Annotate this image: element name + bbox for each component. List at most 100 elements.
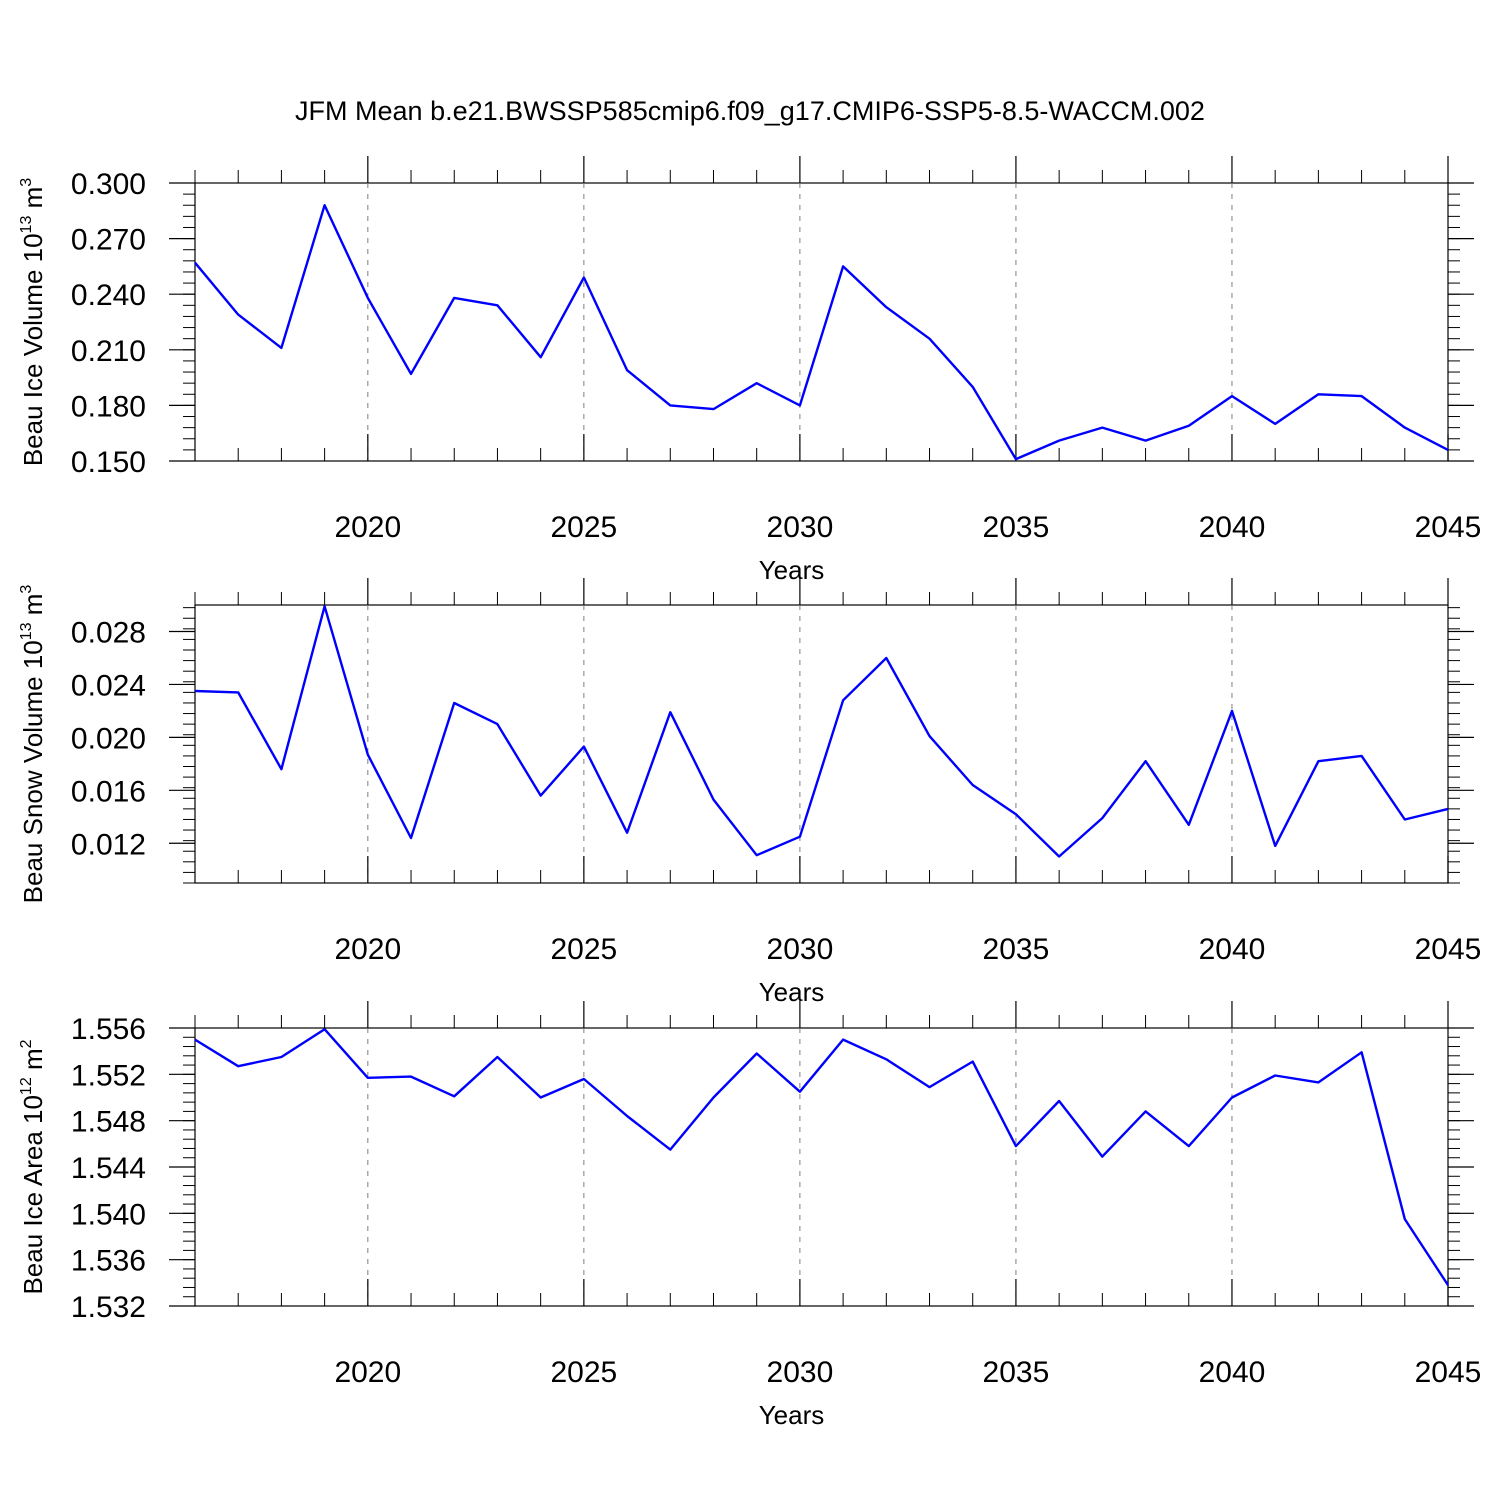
data-point: [1231, 395, 1233, 397]
data-point: [1447, 1284, 1449, 1286]
y-tick-label: 1.556: [71, 1013, 146, 1046]
x-tick-label: 2025: [550, 511, 617, 544]
data-point: [367, 1077, 369, 1079]
y-axis-label-unit: m: [18, 1048, 48, 1077]
data-point: [1188, 824, 1190, 826]
data-point: [756, 382, 758, 384]
data-point: [1361, 755, 1363, 757]
data-point: [929, 735, 931, 737]
x-axis-label: Years: [759, 1400, 825, 1430]
data-point: [1101, 817, 1103, 819]
y-axis-label-unit-exponent: 3: [18, 585, 35, 594]
y-tick-label: 0.012: [71, 828, 146, 861]
data-point: [669, 1149, 671, 1151]
y-axis-label: Beau Ice Volume 1013 m3: [18, 178, 48, 466]
y-tick-label: 0.024: [71, 669, 146, 702]
data-point: [496, 723, 498, 725]
x-tick-label: 2035: [983, 933, 1050, 966]
x-tick-label: 2020: [334, 511, 401, 544]
data-point: [1447, 449, 1449, 451]
data-point: [367, 297, 369, 299]
data-point: [1274, 1074, 1276, 1076]
x-tick-label: 2020: [334, 1356, 401, 1389]
y-tick-label: 0.270: [71, 224, 146, 257]
data-point: [712, 1097, 714, 1099]
data-point: [540, 1097, 542, 1099]
plot-frame: [194, 182, 1449, 462]
data-point: [410, 837, 412, 839]
data-point: [1015, 1145, 1017, 1147]
panel-ice-area: 2020 2025 2030 2035 2040 2045 1.532 1.536 1.540 1…: [18, 1001, 1481, 1430]
y-tick-label: 0.028: [71, 616, 146, 649]
data-point: [799, 836, 801, 838]
y-axis-label-text: Beau Snow Volume 10: [18, 640, 48, 903]
series-line: [194, 203, 1449, 461]
data-point: [756, 854, 758, 856]
y-tick-label: 1.544: [71, 1152, 146, 1185]
data-point: [583, 1078, 585, 1080]
data-point: [280, 1056, 282, 1058]
data-point: [842, 699, 844, 701]
data-point: [194, 690, 196, 692]
data-point: [410, 1076, 412, 1078]
data-point: [1058, 856, 1060, 858]
data-point: [1274, 845, 1276, 847]
data-point: [712, 799, 714, 801]
data-point: [453, 702, 455, 704]
data-point: [237, 1065, 239, 1067]
x-tick-label: 2040: [1199, 1356, 1266, 1389]
data-point: [669, 711, 671, 713]
data-point: [799, 404, 801, 406]
data-point: [1101, 427, 1103, 429]
data-point: [885, 657, 887, 659]
x-axis-label: Years: [759, 555, 825, 585]
y-tick-label: 1.540: [71, 1198, 146, 1231]
data-point: [540, 356, 542, 358]
x-tick-label: 2045: [1415, 933, 1482, 966]
x-axis-label: Years: [759, 977, 825, 1007]
data-point: [626, 832, 628, 834]
x-tick-label: 2040: [1199, 511, 1266, 544]
data-point: [929, 1086, 931, 1088]
data-point: [1231, 1097, 1233, 1099]
data-point: [1317, 760, 1319, 762]
x-tick-label: 2030: [767, 1356, 834, 1389]
data-point: [626, 369, 628, 371]
data-point: [1058, 1100, 1060, 1102]
data-point: [1101, 1156, 1103, 1158]
y-axis-label-exponent: 13: [18, 216, 35, 234]
data-point: [669, 404, 671, 406]
data-point: [885, 1058, 887, 1060]
x-tick-label: 2045: [1415, 1356, 1482, 1389]
data-point: [842, 265, 844, 267]
data-point: [1361, 395, 1363, 397]
data-point: [367, 754, 369, 756]
panel-snow-volume: 2020 2025 2030 2035 2040 2045 0.012 0.016 0.020 0…: [18, 578, 1481, 1007]
data-point: [1274, 423, 1276, 425]
data-point: [972, 386, 974, 388]
data-point: [194, 262, 196, 264]
chart-title: JFM Mean b.e21.BWSSP585cmip6.f09_g17.CMI…: [295, 96, 1205, 126]
data-point: [799, 1091, 801, 1093]
data-point: [1145, 1110, 1147, 1112]
plot-frame: [194, 604, 1449, 884]
data-point: [929, 338, 931, 340]
data-point: [1015, 813, 1017, 815]
data-point: [280, 347, 282, 349]
y-axis-label-text: Beau Ice Area 10: [18, 1095, 48, 1294]
x-tick-label: 2030: [767, 933, 834, 966]
data-point: [885, 306, 887, 308]
data-point: [453, 297, 455, 299]
data-point: [1317, 1081, 1319, 1083]
data-point: [410, 373, 412, 375]
data-point: [1015, 458, 1017, 460]
data-point: [1317, 393, 1319, 395]
x-tick-label: 2045: [1415, 511, 1482, 544]
x-tick-label: 2035: [983, 511, 1050, 544]
data-point: [1058, 440, 1060, 442]
data-point: [324, 204, 326, 206]
y-axis-label-unit: m: [18, 594, 48, 623]
data-point: [1231, 710, 1233, 712]
data-point: [1145, 760, 1147, 762]
